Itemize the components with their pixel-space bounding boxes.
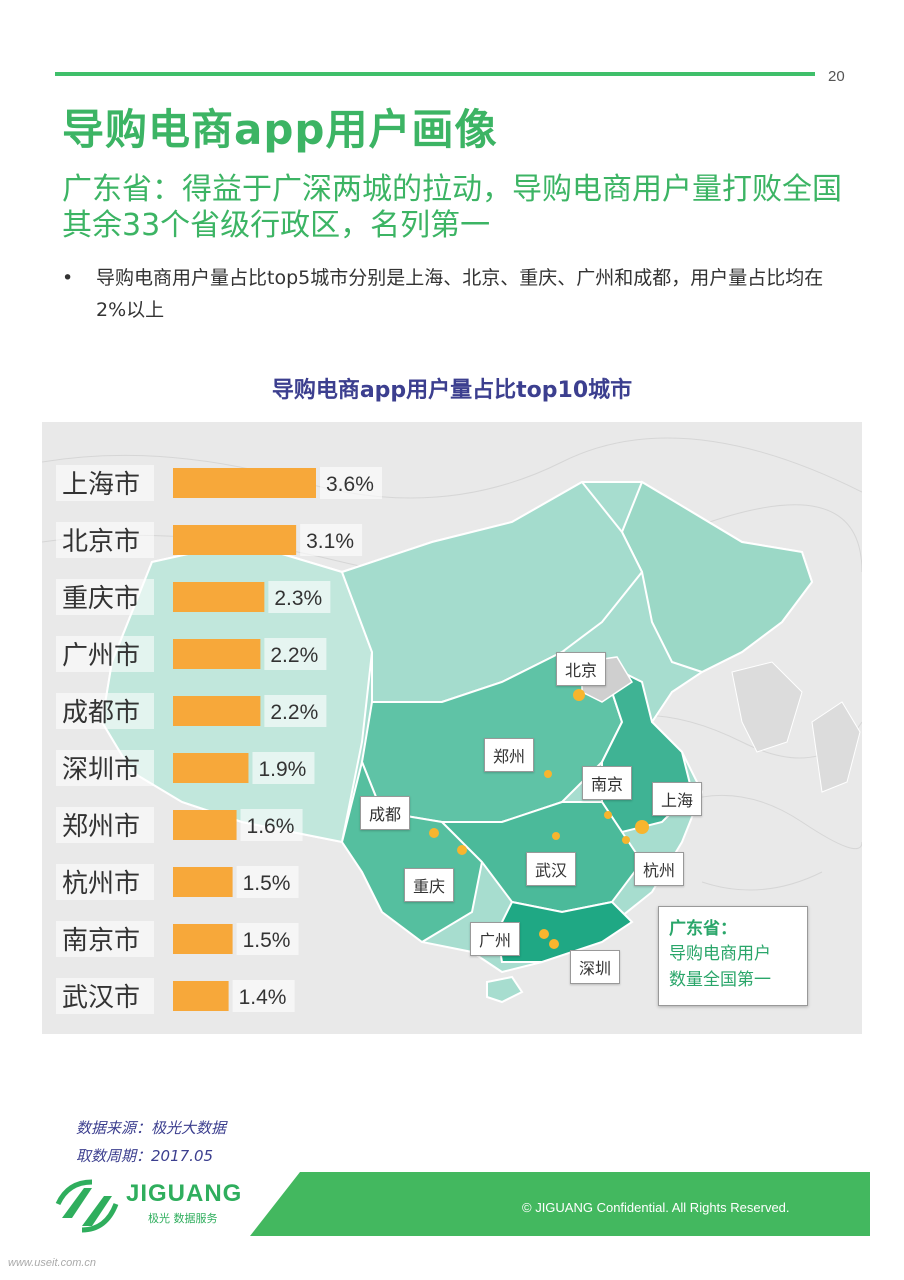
korea-shape — [731, 661, 803, 753]
category-label: 郑州市 — [62, 812, 140, 842]
chart-title: 导购电商app用户量占比top10城市 — [271, 378, 633, 403]
map-label-nanjing: 南京 — [582, 766, 633, 800]
map-label-hangzhou: 杭州 — [634, 852, 685, 886]
dot-wuhan — [552, 832, 560, 840]
bar — [173, 981, 229, 1011]
value-label-bg — [236, 866, 299, 898]
dot-nanjing — [604, 811, 612, 819]
category-label: 上海市 — [62, 470, 140, 500]
bar — [173, 924, 233, 954]
logo-name: JIGUANG — [126, 1180, 243, 1207]
dot-guangzhou — [539, 929, 549, 939]
category-label: 北京市 — [62, 527, 140, 557]
value-label-bg — [264, 638, 327, 670]
bullet-text: 导购电商用户量占比top5城市分别是上海、北京、重庆、广州和成都，用户量占比均在… — [96, 267, 824, 321]
region-hainan — [486, 975, 524, 1004]
category-label: 广州市 — [62, 641, 140, 671]
value-label: 2.2% — [270, 644, 318, 667]
page-title: 导购电商app用户画像 — [62, 105, 498, 154]
dot-shanghai — [635, 820, 649, 834]
footer-band — [55, 1172, 870, 1236]
value-label-bg — [240, 809, 303, 841]
value-label: 2.2% — [270, 701, 318, 724]
value-label: 1.5% — [243, 872, 291, 895]
value-label: 1.6% — [247, 815, 295, 838]
value-label: 3.6% — [326, 473, 374, 496]
city-dots — [429, 689, 649, 949]
category-label-bg — [56, 465, 154, 501]
bar — [173, 696, 261, 726]
logo-subtitle: 极光 数据服务 — [148, 1212, 218, 1225]
map-label-zhengzhou: 郑州 — [484, 738, 535, 772]
value-label-bg — [252, 752, 315, 784]
footer-green-band — [250, 1172, 870, 1236]
category-label-bg — [56, 579, 154, 615]
map-label-chongqing: 重庆 — [404, 868, 455, 902]
bar — [173, 810, 237, 840]
dot-hangzhou — [622, 836, 630, 844]
bar — [173, 867, 233, 897]
bullet-icon: • — [62, 267, 74, 289]
category-label-bg — [56, 864, 154, 900]
bar — [173, 639, 261, 669]
dot-chengdu — [429, 828, 439, 838]
map-label-beijing: 北京 — [556, 652, 607, 686]
value-label: 1.5% — [243, 929, 291, 952]
jiguang-logo-icon — [55, 1179, 119, 1233]
category-label: 成都市 — [62, 698, 140, 728]
value-label: 1.9% — [258, 758, 306, 781]
map-label-shenzhen: 深圳 — [570, 950, 621, 984]
page-number: 20 — [828, 68, 845, 85]
value-label-bg — [232, 980, 295, 1012]
value-label-bg — [320, 467, 382, 499]
period-line: 取数周期：2017.05 — [76, 1147, 214, 1165]
category-label-bg — [56, 978, 154, 1014]
category-label-bg — [56, 807, 154, 843]
callout-title: 广东省： — [669, 919, 737, 939]
value-label: 3.1% — [306, 530, 354, 553]
value-label-bg — [268, 581, 331, 613]
map-label-shanghai: 上海 — [652, 782, 703, 816]
dot-beijing — [573, 689, 585, 701]
category-label-bg — [56, 750, 154, 786]
category-label: 深圳市 — [62, 755, 140, 785]
map-label-guangzhou: 广州 — [470, 922, 521, 956]
guangdong-callout: 广东省： 导购电商用户 数量全国第一 — [658, 906, 808, 1006]
bar-chart: 上海市 3.6% 北京市 3.1% 重庆市 2.3% 广州市 2.2% 成都市 2.2% 深圳市 1.… — [56, 465, 382, 1014]
page-subtitle: 广东省：得益于广深两城的拉动，导购电商用户量打败全国其余33个省级行政区，名列第… — [62, 172, 842, 243]
category-label-bg — [56, 693, 154, 729]
source-line: 数据来源：极光大数据 — [76, 1119, 227, 1137]
dot-chongqing — [457, 845, 467, 855]
value-label-bg — [264, 695, 327, 727]
map-label-wuhan: 武汉 — [526, 852, 577, 886]
category-label: 南京市 — [62, 926, 140, 956]
category-label: 杭州市 — [62, 869, 140, 899]
category-label-bg — [56, 921, 154, 957]
bar — [173, 582, 265, 612]
value-label: 2.3% — [274, 587, 322, 610]
bar — [173, 468, 316, 498]
category-label: 武汉市 — [62, 983, 140, 1013]
map-label-chengdu: 成都 — [360, 796, 411, 830]
category-label-bg — [56, 636, 154, 672]
bar — [173, 753, 249, 783]
callout-line-2: 数量全国第一 — [669, 970, 771, 990]
value-label-bg — [236, 923, 299, 955]
bar — [173, 525, 297, 555]
japan-shape — [811, 701, 861, 793]
copyright-text: © JIGUANG Confidential. All Rights Reser… — [522, 1200, 790, 1215]
dot-shenzhen — [549, 939, 559, 949]
data-source: 数据来源：极光大数据 取数周期：2017.05 — [76, 1114, 226, 1170]
dot-zhengzhou — [544, 770, 552, 778]
callout-line-1: 导购电商用户 — [669, 944, 771, 964]
watermark-text: www.useit.com.cn — [8, 1257, 97, 1269]
value-label-bg — [300, 524, 363, 556]
category-label: 重庆市 — [62, 584, 140, 614]
value-label: 1.4% — [239, 986, 287, 1009]
top-rule — [55, 72, 815, 76]
category-label-bg — [56, 522, 154, 558]
